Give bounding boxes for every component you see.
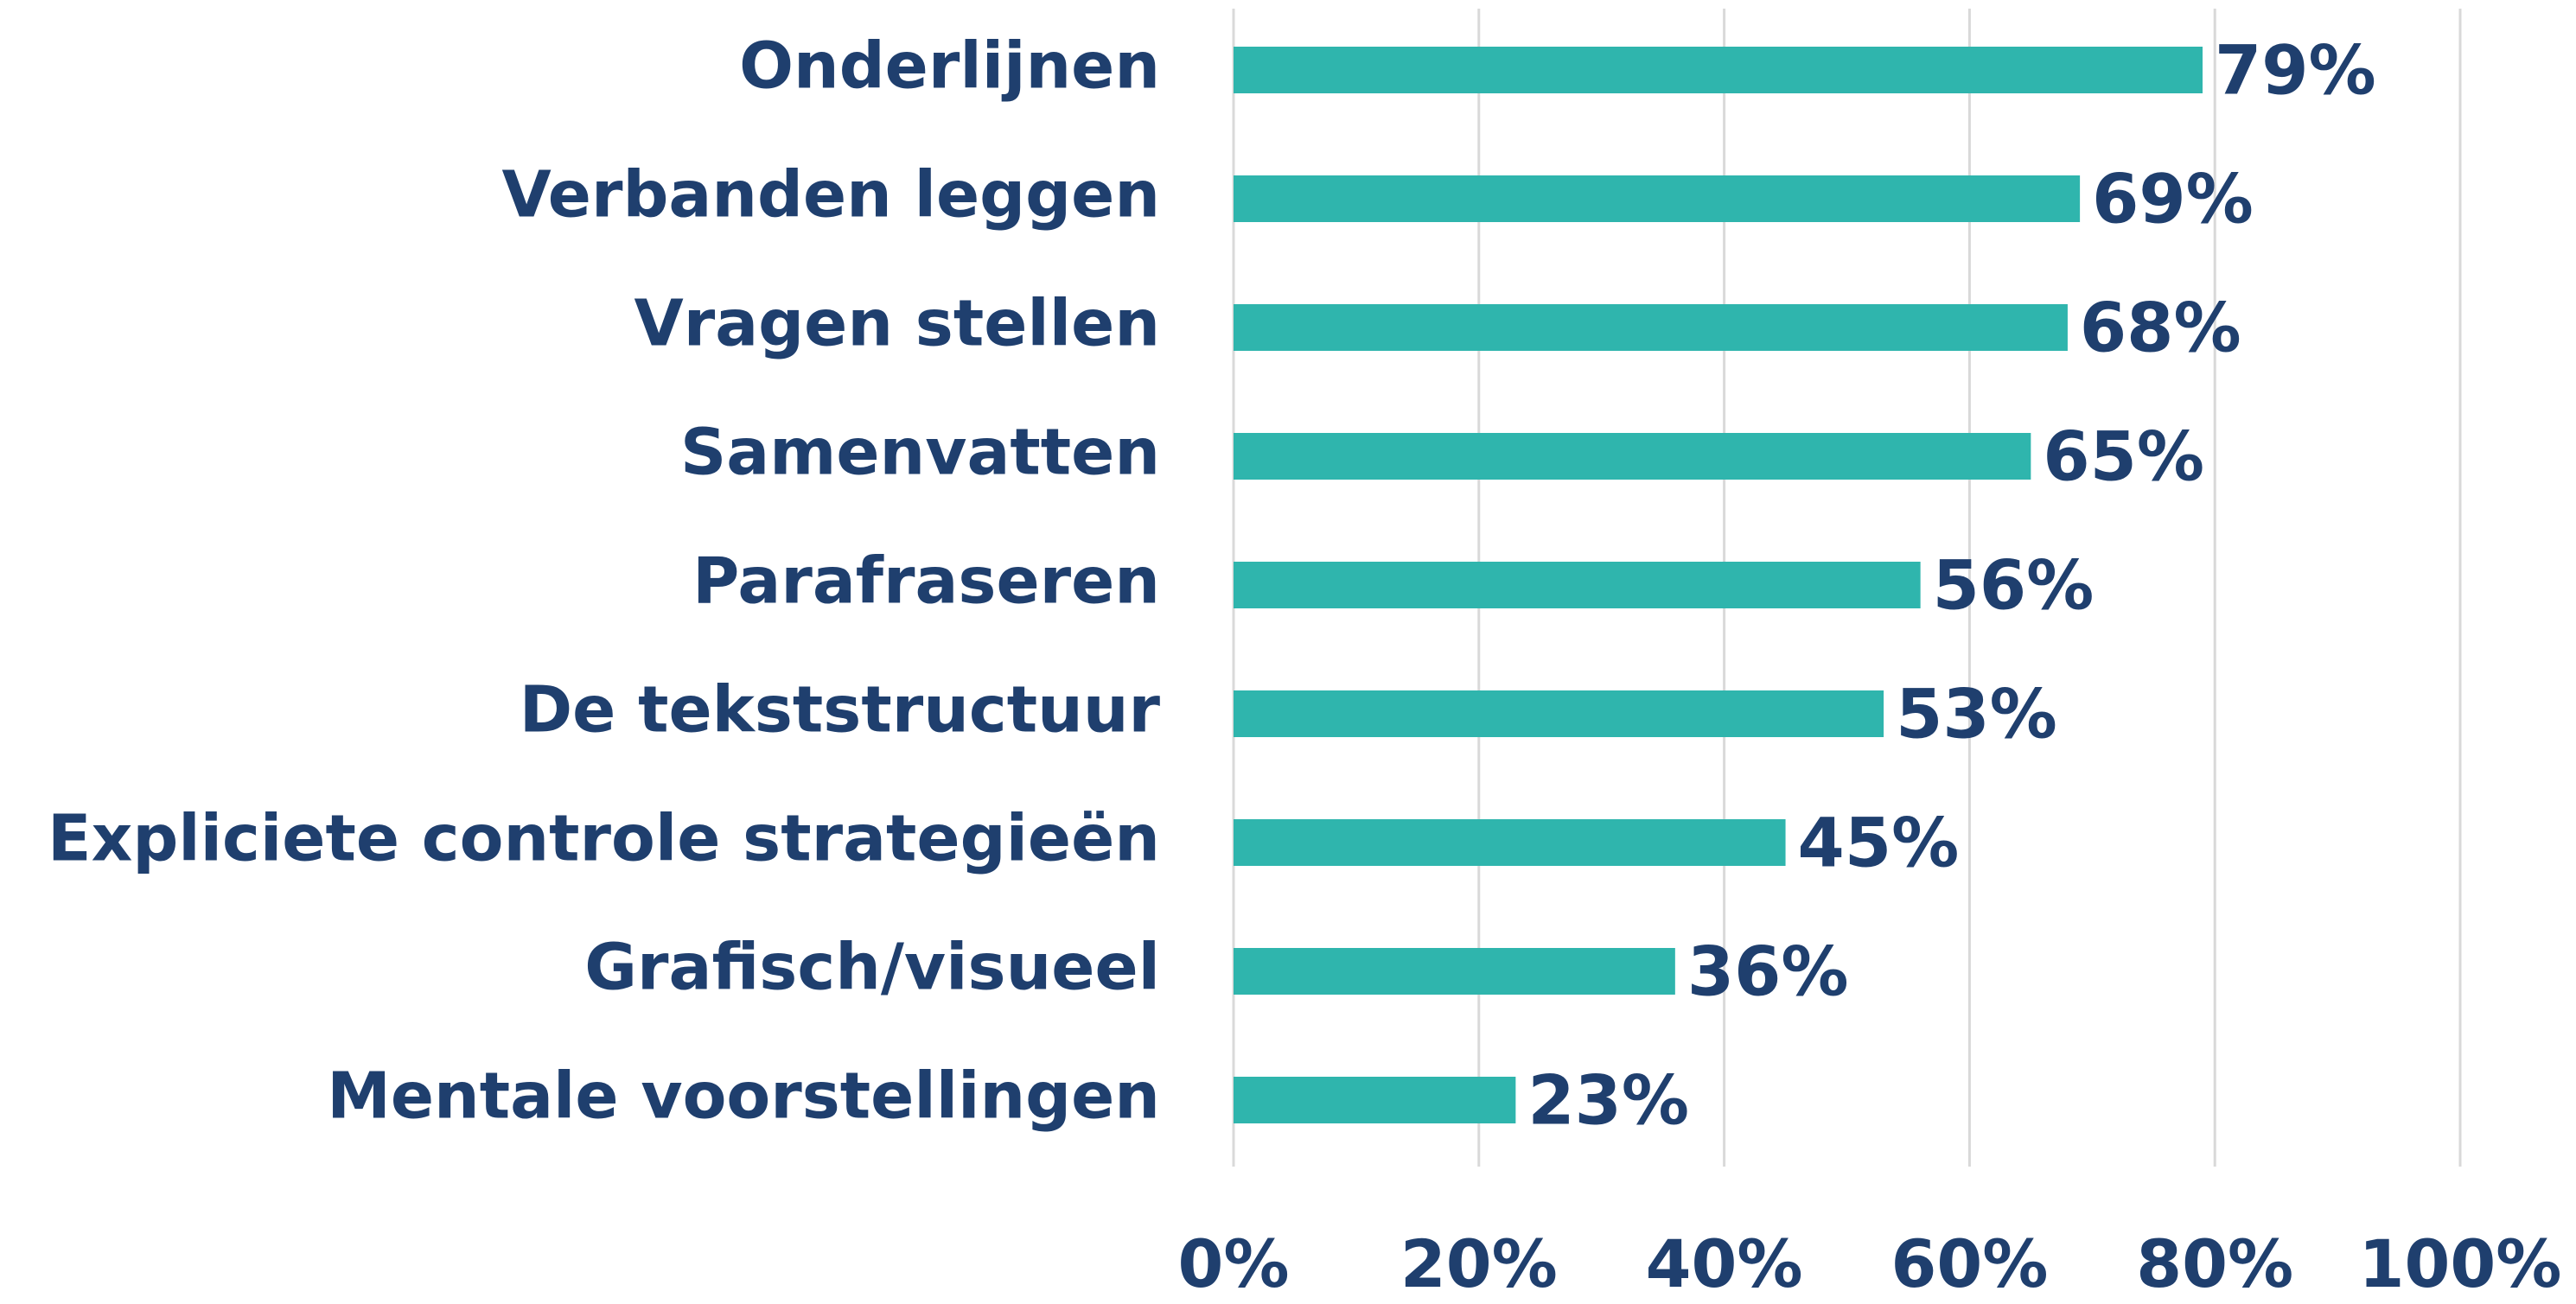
bar [1234,819,1786,866]
value-label: 36% [1687,933,1849,1011]
bar [1234,690,1884,737]
bar [1234,1077,1516,1123]
value-label: 56% [1933,547,2095,625]
value-label: 65% [2043,418,2204,496]
bar [1234,433,2031,480]
bar [1234,47,2203,93]
value-label: 79% [2215,32,2376,110]
value-label: 23% [1527,1062,1689,1140]
value-label: 45% [1798,805,1960,882]
value-label: 69% [2092,161,2254,239]
bar [1234,175,2081,222]
x-tick-label: 40% [1646,1225,1803,1302]
y-tick-label: Verbanden leggen [502,158,1160,232]
y-tick-label: Expliciete controle strategieën [48,802,1160,876]
value-label: 68% [2080,289,2241,367]
y-tick-label: Parafraseren [692,544,1160,619]
y-tick-label: Vragen stellen [634,287,1160,361]
y-tick-label: Onderlijnen [739,29,1160,104]
bar [1234,304,2068,351]
x-tick-label: 80% [2136,1225,2293,1302]
bar [1234,948,1675,995]
x-tick-label: 20% [1400,1225,1558,1302]
bar [1234,562,1921,608]
y-tick-label: Grafisch/visueel [584,931,1160,1005]
x-tick-label: 0% [1177,1225,1289,1302]
value-label: 53% [1896,676,2057,754]
y-tick-label: Samenvatten [680,416,1160,490]
x-tick-label: 60% [1891,1225,2048,1302]
y-tick-label: De tekststructuur [520,673,1161,747]
y-tick-label: Mentale voorstellingen [327,1059,1160,1134]
x-tick-label: 100% [2359,1225,2562,1302]
